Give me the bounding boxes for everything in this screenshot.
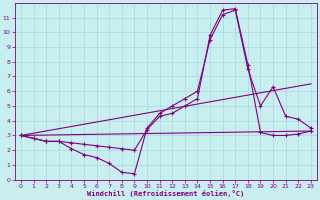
- X-axis label: Windchill (Refroidissement éolien,°C): Windchill (Refroidissement éolien,°C): [87, 190, 244, 197]
